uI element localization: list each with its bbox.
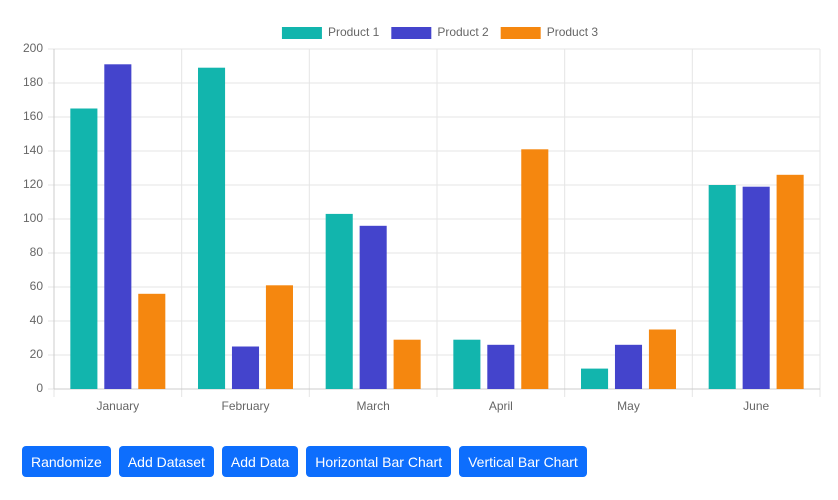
y-tick-label: 200 bbox=[23, 41, 43, 55]
bar bbox=[648, 329, 676, 389]
y-tick-label: 40 bbox=[30, 313, 44, 327]
bar bbox=[198, 67, 226, 389]
bar bbox=[70, 108, 98, 389]
y-tick-label: 180 bbox=[23, 75, 43, 89]
bar bbox=[359, 225, 387, 389]
legend-label: Product 3 bbox=[547, 25, 599, 39]
legend: Product 1 Product 2 Product 3 bbox=[281, 25, 599, 39]
x-tick-label: February bbox=[221, 399, 269, 413]
x-tick-label: April bbox=[489, 399, 513, 413]
x-tick-label: May bbox=[617, 399, 640, 413]
bar bbox=[393, 339, 421, 389]
x-tick-label: March bbox=[356, 399, 389, 413]
button-bar: Randomize Add Dataset Add Data Horizontal B… bbox=[22, 446, 838, 477]
bar bbox=[325, 213, 353, 389]
chart: 0 20 40 60 80 100 120 140 160 180 200 January Februa… bbox=[23, 25, 821, 413]
legend-label: Product 1 bbox=[328, 25, 380, 39]
y-tick-label: 80 bbox=[30, 245, 44, 259]
y-tick-label: 0 bbox=[36, 381, 43, 395]
button[interactable]: Add Dataset bbox=[118, 446, 214, 477]
bar bbox=[231, 346, 260, 389]
legend-swatch bbox=[391, 27, 432, 39]
y-tick-label: 20 bbox=[30, 347, 44, 361]
bar bbox=[614, 344, 643, 389]
bar bbox=[581, 368, 609, 389]
y-tick-label: 100 bbox=[23, 211, 43, 225]
legend-label: Product 2 bbox=[437, 25, 489, 39]
y-tick-label: 120 bbox=[23, 177, 43, 191]
x-tick-label: January bbox=[96, 399, 139, 413]
y-tick-label: 160 bbox=[23, 109, 43, 123]
button[interactable]: Horizontal Bar Chart bbox=[306, 446, 452, 477]
bar bbox=[104, 64, 132, 390]
bar bbox=[453, 339, 481, 389]
button[interactable]: Add Data bbox=[221, 446, 299, 477]
bar bbox=[742, 186, 770, 389]
button[interactable]: Vertical Bar Chart bbox=[459, 446, 587, 477]
legend-swatch bbox=[281, 27, 322, 39]
y-tick-label: 140 bbox=[23, 143, 43, 157]
legend-swatch bbox=[500, 27, 541, 39]
y-tick-label: 60 bbox=[30, 279, 44, 293]
bar bbox=[521, 149, 549, 389]
bar bbox=[708, 185, 736, 389]
bar bbox=[265, 285, 293, 389]
bar bbox=[776, 174, 804, 389]
button[interactable]: Randomize bbox=[22, 446, 111, 477]
x-tick-label: June bbox=[743, 399, 769, 413]
bar bbox=[138, 293, 166, 389]
bar bbox=[487, 344, 515, 389]
